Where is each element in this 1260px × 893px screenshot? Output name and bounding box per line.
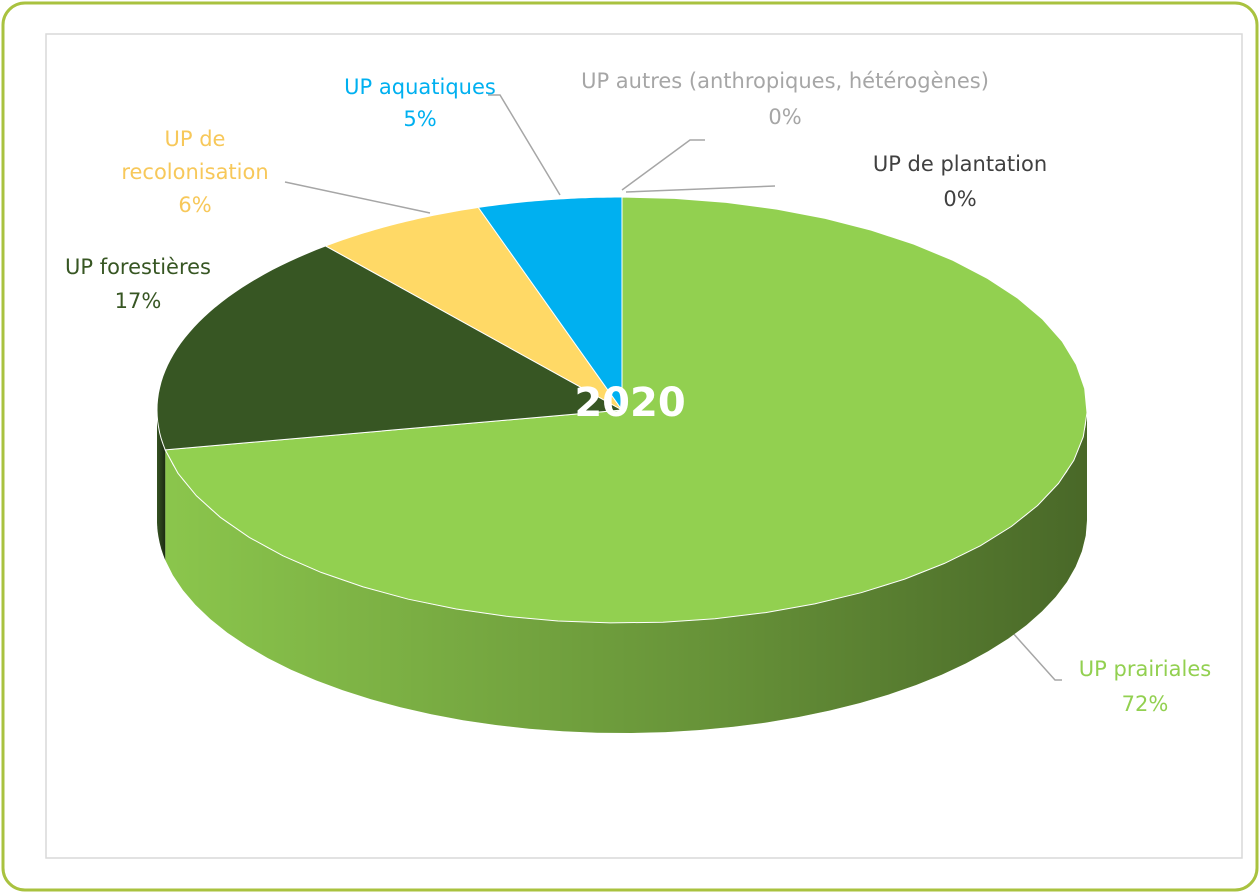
- slice-side-shade: [165, 410, 1087, 733]
- labels: UP prairiales 72% UP forestières 17% UP de re…: [65, 69, 1211, 716]
- value-label: 17%: [115, 289, 162, 313]
- category-label: UP autres (anthropiques, hétérogènes): [581, 69, 989, 93]
- plot-area: [45, 33, 1243, 859]
- chart-title: 2020: [574, 380, 685, 426]
- slice: [477, 196, 623, 412]
- value-label: 6%: [178, 193, 211, 217]
- slice: [156, 245, 624, 451]
- category-label: UP aquatiques: [344, 75, 496, 99]
- slice: [164, 196, 1088, 624]
- slice: [324, 206, 623, 411]
- category-label: UP forestières: [65, 255, 211, 279]
- value-label: 72%: [1122, 692, 1169, 716]
- category-label: UP prairiales: [1079, 657, 1211, 681]
- leader-lines: [284, 94, 1062, 681]
- category-label: UP de plantation: [873, 152, 1047, 176]
- pie: [156, 196, 1088, 733]
- category-label: UP de recolonisation: [121, 127, 268, 184]
- value-label: 5%: [403, 107, 436, 131]
- slice-side-shade: [157, 410, 166, 560]
- value-label: 0%: [768, 105, 801, 129]
- value-label: 0%: [943, 187, 976, 211]
